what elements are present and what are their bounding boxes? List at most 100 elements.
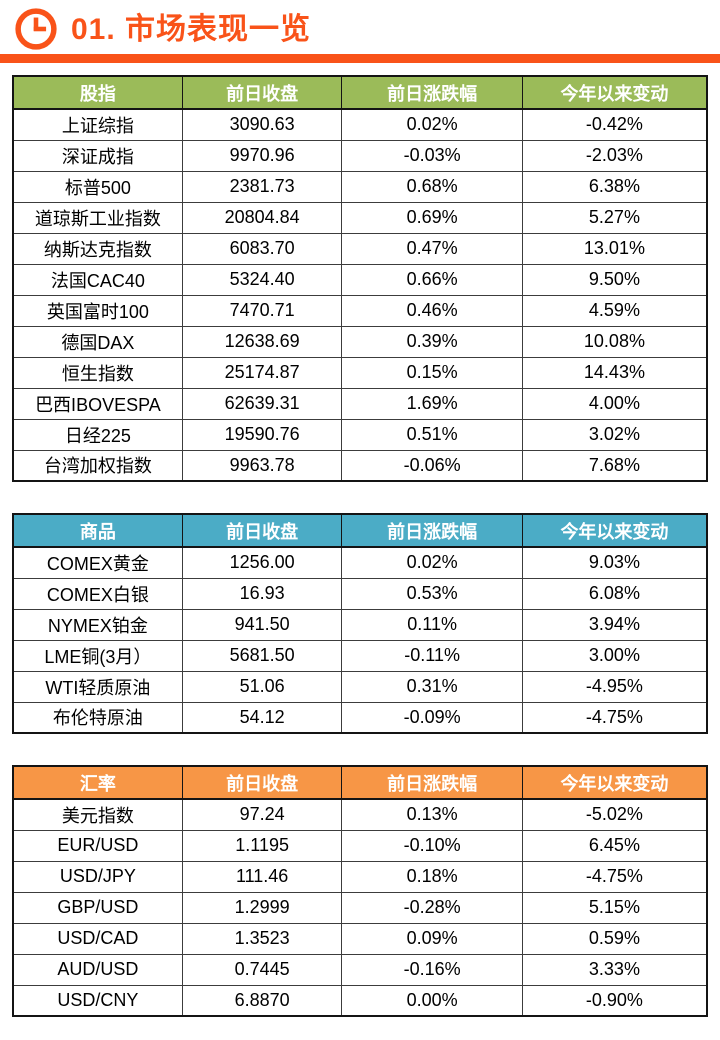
value-cell: 0.59% <box>521 922 708 955</box>
row-label: 布伦特原油 <box>12 701 183 734</box>
value-cell: -0.06% <box>341 449 523 482</box>
value-cell: 6.45% <box>521 829 708 862</box>
forex-grid: 汇率 前日收盘 前日涨跌幅 今年以来变动 美元指数 97.24 0.13% -5.02% EUR… <box>12 765 708 1017</box>
column-header-2: 前日涨跌幅 <box>341 513 523 548</box>
row-label: 道琼斯工业指数 <box>12 201 183 234</box>
row-label: 法国CAC40 <box>12 263 183 296</box>
row-label: 日经225 <box>12 418 183 451</box>
column-header-0: 商品 <box>12 513 183 548</box>
value-cell: 7.68% <box>521 449 708 482</box>
value-cell: -4.95% <box>521 670 708 703</box>
value-cell: 5.15% <box>521 891 708 924</box>
value-cell: 9970.96 <box>181 139 343 172</box>
table-row: USD/CNY 6.8870 0.00% -0.90% <box>12 984 708 1017</box>
value-cell: 0.18% <box>341 860 523 893</box>
title-underline-bar <box>0 54 720 63</box>
value-cell: -0.09% <box>341 701 523 734</box>
table-row: 恒生指数 25174.87 0.15% 14.43% <box>12 356 708 389</box>
value-cell: 0.68% <box>341 170 523 203</box>
value-cell: 1256.00 <box>181 546 343 579</box>
value-cell: 0.02% <box>341 546 523 579</box>
value-cell: 16.93 <box>181 577 343 610</box>
value-cell: 7470.71 <box>181 294 343 327</box>
row-label: 台湾加权指数 <box>12 449 183 482</box>
column-header-1: 前日收盘 <box>181 765 343 800</box>
value-cell: 5.27% <box>521 201 708 234</box>
value-cell: -4.75% <box>521 701 708 734</box>
column-header-2: 前日涨跌幅 <box>341 75 523 110</box>
column-header-1: 前日收盘 <box>181 75 343 110</box>
row-label: WTI轻质原油 <box>12 670 183 703</box>
stock-index-table: 股指 前日收盘 前日涨跌幅 今年以来变动 上证综指 3090.63 0.02% -0.42% 深… <box>12 75 708 482</box>
page-header: 01. 市场表现一览 <box>0 0 720 63</box>
table-row: 上证综指 3090.63 0.02% -0.42% <box>12 108 708 141</box>
value-cell: 6.08% <box>521 577 708 610</box>
value-cell: 0.51% <box>341 418 523 451</box>
table-row: WTI轻质原油 51.06 0.31% -4.95% <box>12 670 708 703</box>
row-label: 恒生指数 <box>12 356 183 389</box>
row-label: USD/CNY <box>12 984 183 1017</box>
value-cell: 0.46% <box>341 294 523 327</box>
value-cell: 3.02% <box>521 418 708 451</box>
row-label: USD/JPY <box>12 860 183 893</box>
column-header-1: 前日收盘 <box>181 513 343 548</box>
value-cell: 9963.78 <box>181 449 343 482</box>
value-cell: 0.53% <box>341 577 523 610</box>
value-cell: 25174.87 <box>181 356 343 389</box>
value-cell: -0.16% <box>341 953 523 986</box>
table-row: 纳斯达克指数 6083.70 0.47% 13.01% <box>12 232 708 265</box>
value-cell: -0.11% <box>341 639 523 672</box>
table-row: USD/CAD 1.3523 0.09% 0.59% <box>12 922 708 955</box>
header-row: 商品 前日收盘 前日涨跌幅 今年以来变动 <box>12 513 708 548</box>
value-cell: 97.24 <box>181 798 343 831</box>
column-header-0: 汇率 <box>12 765 183 800</box>
table-row: COMEX黄金 1256.00 0.02% 9.03% <box>12 546 708 579</box>
value-cell: 941.50 <box>181 608 343 641</box>
value-cell: 3.00% <box>521 639 708 672</box>
value-cell: 0.31% <box>341 670 523 703</box>
row-label: 深证成指 <box>12 139 183 172</box>
row-label: LME铜(3月） <box>12 639 183 672</box>
value-cell: 0.11% <box>341 608 523 641</box>
table-row: AUD/USD 0.7445 -0.16% 3.33% <box>12 953 708 986</box>
table-row: LME铜(3月） 5681.50 -0.11% 3.00% <box>12 639 708 672</box>
value-cell: 12638.69 <box>181 325 343 358</box>
value-cell: 13.01% <box>521 232 708 265</box>
value-cell: 3.33% <box>521 953 708 986</box>
value-cell: 10.08% <box>521 325 708 358</box>
value-cell: 6083.70 <box>181 232 343 265</box>
table-row: 英国富时100 7470.71 0.46% 4.59% <box>12 294 708 327</box>
commodities-grid: 商品 前日收盘 前日涨跌幅 今年以来变动 COMEX黄金 1256.00 0.02% 9.03… <box>12 513 708 734</box>
value-cell: 6.8870 <box>181 984 343 1017</box>
table-row: 法国CAC40 5324.40 0.66% 9.50% <box>12 263 708 296</box>
value-cell: 9.50% <box>521 263 708 296</box>
value-cell: 6.38% <box>521 170 708 203</box>
value-cell: 0.02% <box>341 108 523 141</box>
row-label: 美元指数 <box>12 798 183 831</box>
value-cell: 19590.76 <box>181 418 343 451</box>
tables-area: 股指 前日收盘 前日涨跌幅 今年以来变动 上证综指 3090.63 0.02% -0.42% 深… <box>0 63 720 1017</box>
value-cell: 0.7445 <box>181 953 343 986</box>
row-label: 纳斯达克指数 <box>12 232 183 265</box>
row-label: COMEX黄金 <box>12 546 183 579</box>
value-cell: -4.75% <box>521 860 708 893</box>
table-row: 巴西IBOVESPA 62639.31 1.69% 4.00% <box>12 387 708 420</box>
table-row: EUR/USD 1.1195 -0.10% 6.45% <box>12 829 708 862</box>
stock-indices-grid: 股指 前日收盘 前日涨跌幅 今年以来变动 上证综指 3090.63 0.02% -0.42% 深… <box>12 75 708 482</box>
value-cell: -0.90% <box>521 984 708 1017</box>
row-label: 上证综指 <box>12 108 183 141</box>
row-label: NYMEX铂金 <box>12 608 183 641</box>
table-row: 台湾加权指数 9963.78 -0.06% 7.68% <box>12 449 708 482</box>
value-cell: 62639.31 <box>181 387 343 420</box>
row-label: GBP/USD <box>12 891 183 924</box>
value-cell: 0.39% <box>341 325 523 358</box>
table-row: 深证成指 9970.96 -0.03% -2.03% <box>12 139 708 172</box>
value-cell: 0.09% <box>341 922 523 955</box>
value-cell: 2381.73 <box>181 170 343 203</box>
row-label: COMEX白银 <box>12 577 183 610</box>
value-cell: 4.00% <box>521 387 708 420</box>
forex-table: 汇率 前日收盘 前日涨跌幅 今年以来变动 美元指数 97.24 0.13% -5.02% EUR… <box>12 765 708 1017</box>
row-label: AUD/USD <box>12 953 183 986</box>
page-title: 01. 市场表现一览 <box>71 13 312 46</box>
value-cell: 54.12 <box>181 701 343 734</box>
